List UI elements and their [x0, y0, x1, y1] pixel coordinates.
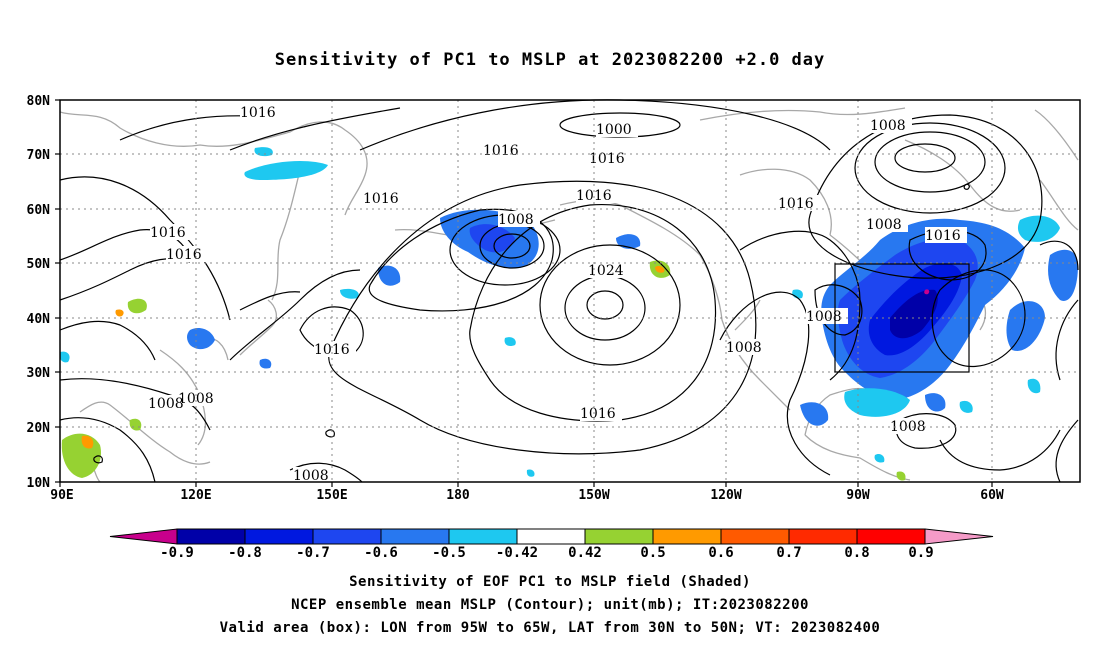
contour-label: 1008	[806, 309, 842, 325]
colorbar-swatch	[652, 528, 722, 545]
colorbar-swatch	[516, 528, 586, 545]
colorbar-swatch	[312, 528, 382, 545]
lat-tick-label: 40N	[27, 312, 51, 327]
colorbar-label: -0.5	[432, 545, 466, 561]
colorbar-max-triangle	[924, 528, 994, 545]
lon-tick-label: 150W	[578, 488, 609, 503]
colorbar-label: -0.8	[228, 545, 262, 561]
colorbar-swatch	[584, 528, 654, 545]
colorbar-label: 0.9	[908, 545, 933, 561]
lat-tick-label: 30N	[27, 366, 51, 381]
colorbar-swatch	[448, 528, 518, 545]
lat-tick-label: 20N	[27, 421, 51, 436]
contour-label: 1016	[150, 225, 186, 241]
contour-label: 1000	[596, 122, 632, 138]
colorbar-label: -0.6	[364, 545, 398, 561]
contour-label: 1008	[148, 396, 184, 412]
colorbar-label: 0.6	[708, 545, 733, 561]
lat-tick-label: 10N	[27, 476, 51, 491]
contour-label: 1016	[314, 342, 350, 358]
caption-valid-area: Valid area (box): LON from 95W to 65W, L…	[219, 620, 881, 636]
lon-tick-label: 60W	[980, 488, 1004, 503]
contour-label: 1008	[726, 340, 762, 356]
contour-label: 1016	[483, 143, 519, 159]
contour-label: 1016	[240, 105, 276, 121]
colorbar-label: 0.8	[844, 545, 869, 561]
contour-label: 1016	[166, 247, 202, 263]
lon-tick-label: 150E	[316, 488, 347, 503]
colorbar-swatch	[788, 528, 858, 545]
lon-tick-label: 120E	[180, 488, 211, 503]
colorbar-label: 0.42	[568, 545, 602, 561]
contour-label: 1008	[178, 391, 214, 407]
colorbar-swatch	[720, 528, 790, 545]
lon-tick-label: 120W	[710, 488, 741, 503]
contour-label: 1008	[498, 212, 534, 228]
colorbar-label: -0.9	[160, 545, 194, 561]
map-frame	[59, 99, 1081, 483]
colorbar-label: -0.7	[296, 545, 330, 561]
colorbar-swatch	[380, 528, 450, 545]
contour-label: 1016	[778, 196, 814, 212]
contour-label: 1008	[870, 118, 906, 134]
lat-tick-label: 50N	[27, 257, 51, 272]
lat-tick-label: 60N	[27, 203, 51, 218]
colorbar-label: -0.42	[496, 545, 538, 561]
contour-label: 1016	[363, 191, 399, 207]
lat-tick-label: 70N	[27, 148, 51, 163]
lat-tick-label: 80N	[27, 94, 51, 109]
map-title: Sensitivity of PC1 to MSLP at 2023082200…	[274, 50, 826, 70]
colorbar-label: 0.7	[776, 545, 801, 561]
contour-label: 1016	[589, 151, 625, 167]
contour-label: 1016	[925, 228, 961, 244]
colorbar-swatch	[856, 528, 926, 545]
contour-label: 1016	[580, 406, 616, 422]
caption-shading: Sensitivity of EOF PC1 to MSLP field (Sh…	[349, 574, 751, 590]
colorbar-label: 0.5	[640, 545, 665, 561]
caption-contour: NCEP ensemble mean MSLP (Contour); unit(…	[291, 597, 809, 613]
grid-lines	[60, 100, 1080, 482]
contour-label: 1024	[588, 263, 624, 279]
lon-tick-label: 90W	[846, 488, 870, 503]
contour-label: 1008	[293, 468, 329, 484]
colorbar-min-triangle	[109, 528, 178, 545]
colorbar-swatch	[176, 528, 246, 545]
colorbar-swatch	[244, 528, 314, 545]
contour-label: 1008	[866, 217, 902, 233]
lon-tick-label: 90E	[50, 488, 73, 503]
lon-tick-label: 180	[446, 488, 470, 503]
valid-area-box	[834, 263, 970, 373]
